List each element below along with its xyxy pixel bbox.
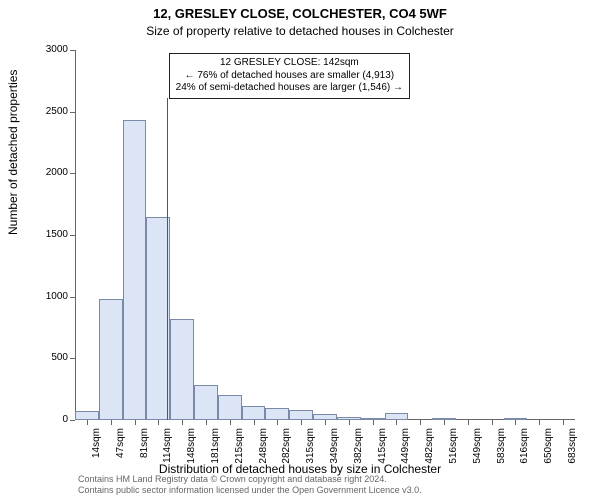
histogram-bar	[265, 408, 289, 420]
x-tick-mark	[492, 420, 493, 425]
x-tick-mark	[373, 420, 374, 425]
footer-line-1: Contains HM Land Registry data © Crown c…	[78, 474, 422, 485]
histogram-bar	[289, 410, 313, 420]
histogram-bar	[123, 120, 147, 420]
x-tick-mark	[158, 420, 159, 425]
x-tick-mark	[301, 420, 302, 425]
x-tick-mark	[396, 420, 397, 425]
annotation-line-3: 24% of semi-detached houses are larger (…	[176, 82, 403, 95]
chart-subtitle: Size of property relative to detached ho…	[0, 24, 600, 38]
x-tick-mark	[444, 420, 445, 425]
x-tick-mark	[420, 420, 421, 425]
y-tick-mark	[70, 235, 75, 236]
reference-line	[167, 98, 168, 420]
x-tick-mark	[230, 420, 231, 425]
y-tick-mark	[70, 112, 75, 113]
y-tick-label: 1000	[28, 291, 68, 302]
y-tick-label: 1500	[28, 229, 68, 240]
y-tick-mark	[70, 358, 75, 359]
x-tick-mark	[87, 420, 88, 425]
annotation-box: 12 GRESLEY CLOSE: 142sqm ← 76% of detach…	[169, 53, 410, 99]
chart-title: 12, GRESLEY CLOSE, COLCHESTER, CO4 5WF	[0, 6, 600, 21]
chart-container: 12, GRESLEY CLOSE, COLCHESTER, CO4 5WF S…	[0, 0, 600, 500]
annotation-line-1: 12 GRESLEY CLOSE: 142sqm	[176, 57, 403, 70]
y-tick-label: 3000	[28, 44, 68, 55]
x-tick-mark	[325, 420, 326, 425]
footer-line-2: Contains public sector information licen…	[78, 485, 422, 496]
y-tick-mark	[70, 50, 75, 51]
histogram-bar	[194, 385, 218, 420]
y-tick-label: 2000	[28, 167, 68, 178]
x-tick-mark	[563, 420, 564, 425]
histogram-bar	[385, 413, 409, 420]
y-tick-label: 0	[28, 414, 68, 425]
y-tick-label: 2500	[28, 106, 68, 117]
annotation-line-2: ← 76% of detached houses are smaller (4,…	[176, 70, 403, 83]
x-tick-mark	[277, 420, 278, 425]
x-tick-mark	[468, 420, 469, 425]
x-tick-mark	[254, 420, 255, 425]
y-tick-mark	[70, 173, 75, 174]
x-tick-mark	[135, 420, 136, 425]
y-tick-mark	[70, 297, 75, 298]
x-tick-mark	[515, 420, 516, 425]
x-tick-mark	[206, 420, 207, 425]
x-tick-mark	[539, 420, 540, 425]
y-axis-label: Number of detached properties	[6, 70, 20, 235]
histogram-bar	[99, 299, 123, 420]
plot-area: 12 GRESLEY CLOSE: 142sqm ← 76% of detach…	[75, 50, 575, 420]
histogram-bar	[242, 406, 266, 420]
x-tick-mark	[111, 420, 112, 425]
y-tick-mark	[70, 420, 75, 421]
histogram-bar	[75, 411, 99, 420]
x-tick-mark	[182, 420, 183, 425]
histogram-bar	[218, 395, 242, 420]
footer-text: Contains HM Land Registry data © Crown c…	[78, 474, 422, 496]
histogram-bar	[170, 319, 194, 420]
x-tick-mark	[349, 420, 350, 425]
y-tick-label: 500	[28, 352, 68, 363]
